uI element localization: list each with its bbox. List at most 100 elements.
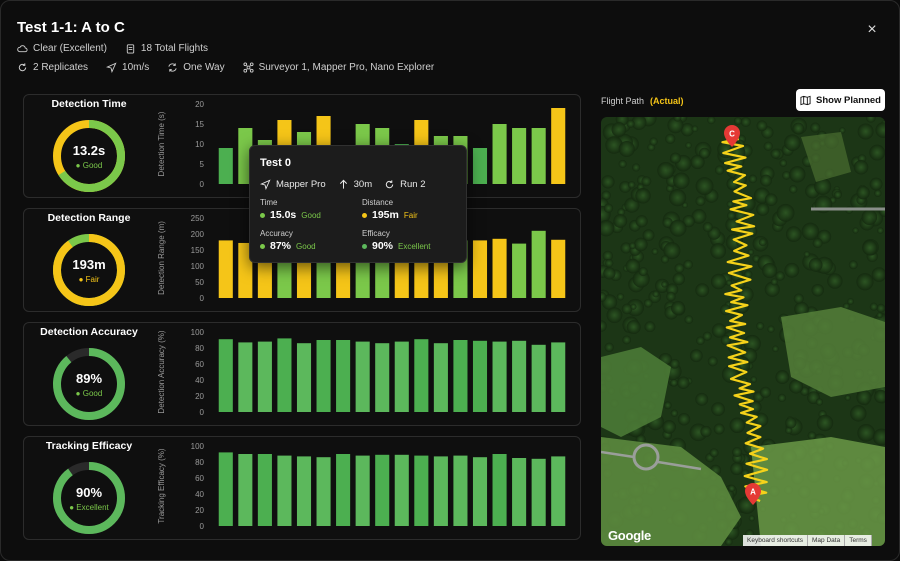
field-patch [601,347,671,437]
rating-text: Fair [85,275,100,284]
bar[interactable] [551,342,566,412]
tree-crown [726,279,733,286]
tree-crown [740,117,751,128]
bar[interactable] [375,454,390,526]
meta-row-2: 2 Replicates 10m/s One Way Surveyor 1, M… [17,62,434,73]
tree-crown [626,119,635,128]
bar[interactable] [238,454,253,526]
keyboard-shortcuts-link[interactable]: Keyboard shortcuts [743,535,809,546]
bar[interactable] [453,340,468,412]
bar[interactable] [218,339,233,412]
bar[interactable] [394,454,409,526]
bar[interactable] [551,108,566,184]
bar[interactable] [218,240,233,298]
bar[interactable] [453,455,468,526]
tree-crown [618,140,635,158]
bar[interactable] [316,340,331,412]
bar[interactable] [355,455,370,526]
bar[interactable] [394,341,409,412]
bar[interactable] [472,148,488,184]
show-planned-button[interactable]: Show Planned [796,89,885,111]
tree-crown [853,160,869,175]
bar[interactable] [531,230,546,298]
tree-crown [871,267,885,282]
flight-path-line [721,137,769,503]
flight-map[interactable]: C A [601,117,885,546]
tree-crown [814,195,833,214]
donut-chart [53,120,125,192]
bar[interactable] [492,341,507,412]
tree-crown [807,431,817,440]
arrow-up-icon [339,179,347,189]
bar[interactable] [433,456,448,526]
rating-text: Excellent [76,503,109,512]
close-button[interactable]: × [867,21,877,38]
map-data-link[interactable]: Map Data [808,535,846,546]
bar[interactable] [414,339,429,412]
bar[interactable] [433,343,448,412]
tree-crown [673,117,682,122]
send-icon [260,179,271,190]
tree-crown [876,303,885,313]
bar[interactable] [238,128,253,184]
bar[interactable] [336,454,351,526]
replicates-meta: 2 Replicates [17,62,88,73]
bar[interactable] [492,124,507,184]
tree-crown [789,185,798,194]
tooltip-distance-value: 195m Fair [362,209,418,221]
bar[interactable] [414,455,429,526]
donut-fill [53,462,125,534]
bar[interactable] [238,242,253,298]
bar[interactable] [531,344,546,412]
bar[interactable] [551,456,566,526]
tree-crown [748,515,755,522]
bar[interactable] [316,457,331,526]
bar[interactable] [492,238,507,298]
tree-crown [663,242,681,260]
bar[interactable] [512,458,527,526]
bar[interactable] [531,458,546,526]
tree-crown [721,365,740,383]
map-icon [800,95,811,105]
tree-crown [724,537,733,546]
bar[interactable] [277,455,292,526]
bar[interactable] [472,240,488,298]
bar[interactable] [472,457,488,526]
bar[interactable] [218,452,233,526]
bar[interactable] [336,340,351,412]
bar[interactable] [472,340,488,412]
bar[interactable] [512,340,527,412]
bar[interactable] [512,243,527,298]
bar[interactable] [551,239,566,298]
bar[interactable] [257,341,272,412]
bar[interactable] [355,341,370,412]
tree-crown [833,190,842,199]
tree-crown [601,190,611,201]
rating-dot: ● [78,275,84,284]
bar[interactable] [492,454,507,526]
y-axis-label: Detection Time (s) [157,111,166,176]
tree-crown [842,302,850,310]
rating-dot: ● [75,389,81,398]
weather-text: Clear (Excellent) [33,43,107,54]
bar[interactable] [512,128,527,184]
bar[interactable] [296,456,312,526]
drone-icon [243,62,254,73]
terms-link[interactable]: Terms [845,535,872,546]
bar[interactable] [238,342,253,412]
bar-chart: Detection Accuracy (%) 0 20 40 60 80 100 [157,328,566,417]
tree-crown [876,312,883,319]
tree-crown [764,193,778,207]
bar[interactable] [257,454,272,526]
tree-crown [691,209,707,224]
tooltip-accuracy-label: Accuracy [260,229,293,238]
bar[interactable] [277,338,292,412]
tree-crown [874,189,882,197]
y-tick-label: 100 [191,262,205,271]
bar[interactable] [531,128,546,184]
bar[interactable] [375,343,390,412]
tree-crown [695,283,710,298]
tree-crown [785,426,793,435]
bar[interactable] [296,343,312,412]
bar[interactable] [218,148,233,184]
